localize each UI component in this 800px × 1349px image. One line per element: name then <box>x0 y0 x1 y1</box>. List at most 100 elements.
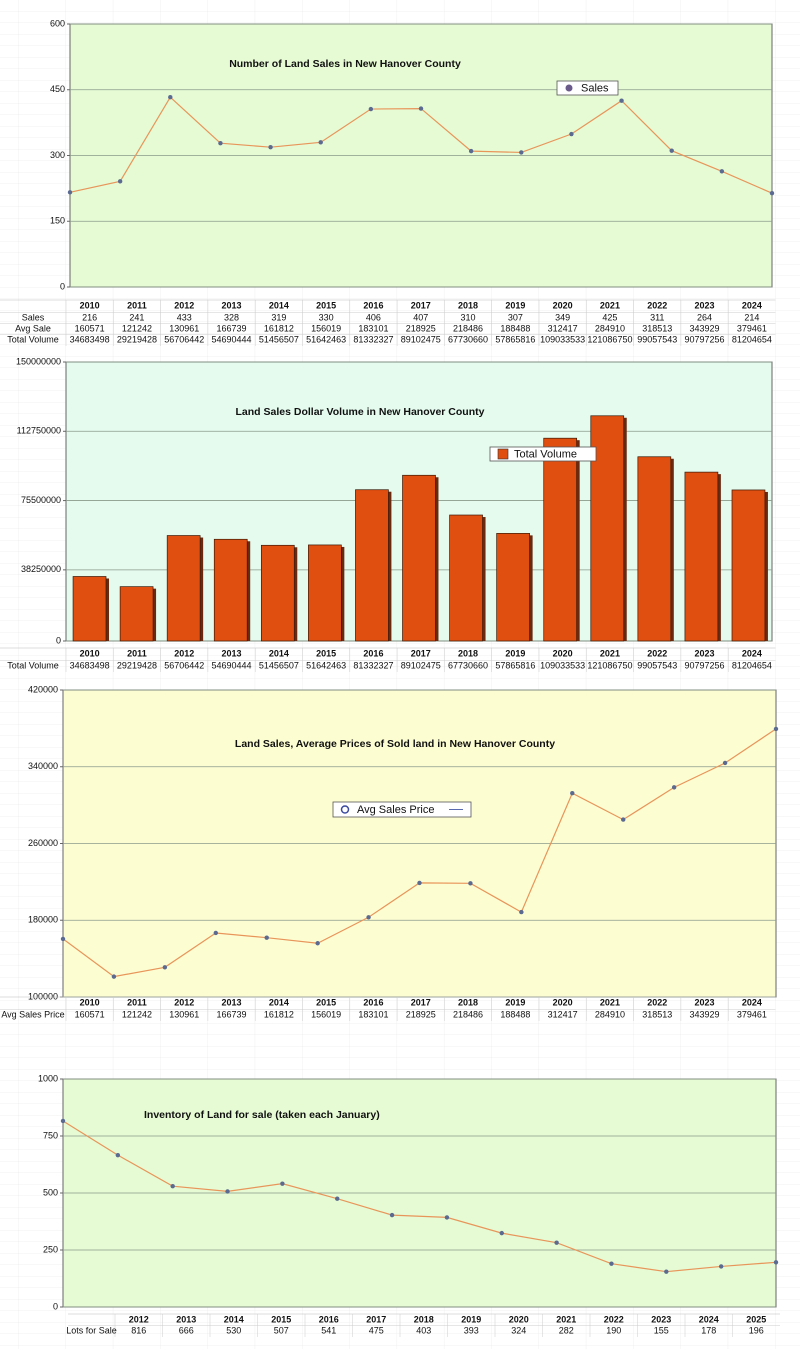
cell: 34683498 <box>70 334 110 344</box>
point <box>468 881 473 886</box>
cell: 51456507 <box>259 660 299 670</box>
legend-box <box>556 80 619 96</box>
cell: 29219428 <box>117 334 157 344</box>
y-tick-label: 420000 <box>28 684 58 694</box>
bar <box>213 538 248 642</box>
column-header: 2024 <box>742 648 762 658</box>
cell: 324 <box>511 1325 526 1335</box>
point <box>117 179 123 184</box>
column-header: 2021 <box>600 300 620 310</box>
column-header: 2010 <box>80 300 100 310</box>
point <box>280 1181 285 1186</box>
point <box>718 1264 724 1269</box>
cell: 51642463 <box>306 660 346 670</box>
cell: 57865816 <box>495 334 535 344</box>
cell: 89102475 <box>401 660 441 670</box>
cell: 330 <box>319 312 334 322</box>
column-header: 2011 <box>127 648 147 658</box>
point <box>368 106 374 112</box>
point <box>67 190 73 195</box>
point <box>268 144 273 150</box>
column-header: 2014 <box>269 997 289 1007</box>
column-header: 2018 <box>458 300 478 310</box>
bar <box>543 437 578 642</box>
chart-title: Land Sales, Average Prices of Sold land … <box>235 738 555 750</box>
point <box>773 1260 779 1265</box>
point <box>225 1189 230 1194</box>
point <box>569 131 574 137</box>
point <box>115 1152 121 1158</box>
column-header: 2023 <box>695 300 715 310</box>
legend-label: Total Volume <box>514 448 577 460</box>
row-label: Total Volume <box>7 334 59 344</box>
point <box>519 909 524 915</box>
cell: 121086750 <box>587 660 632 670</box>
row-label: Lots for Sale <box>66 1325 117 1335</box>
column-header: 2022 <box>604 1314 624 1324</box>
point <box>621 817 626 822</box>
cell: 307 <box>508 312 523 322</box>
cell: 319 <box>271 312 286 322</box>
row-label: Avg Sale <box>15 323 51 333</box>
bar <box>637 456 672 642</box>
column-header: 2012 <box>129 1314 149 1324</box>
cell: 241 <box>129 312 144 322</box>
point <box>722 760 728 766</box>
bar <box>496 533 530 642</box>
y-tick-label: 260000 <box>28 838 58 848</box>
cell: 67730660 <box>448 660 488 670</box>
point <box>213 930 218 936</box>
column-header: 2013 <box>222 648 242 658</box>
column-header: 2024 <box>742 300 762 310</box>
cell: 51456507 <box>259 334 299 344</box>
column-header: 2023 <box>651 1314 671 1324</box>
column-header: 2014 <box>269 648 289 658</box>
point <box>554 1240 559 1245</box>
column-header: 2012 <box>174 648 194 658</box>
cell: 196 <box>749 1325 764 1335</box>
cell: 109033533 <box>540 660 585 670</box>
cell: 183101 <box>358 323 388 333</box>
column-header: 2017 <box>411 300 431 310</box>
cell: 343929 <box>690 323 720 333</box>
line <box>62 1120 777 1273</box>
column-header: 2023 <box>695 648 715 658</box>
point <box>264 935 269 940</box>
point <box>499 1230 504 1236</box>
cell: 155 <box>654 1325 669 1335</box>
legend-label: Avg Sales Price <box>357 804 434 816</box>
cell: 328 <box>224 312 239 322</box>
column-header: 2012 <box>174 300 194 310</box>
column-header: 2018 <box>458 648 478 658</box>
cell: 190 <box>606 1325 621 1335</box>
legend-box <box>332 801 472 818</box>
column-header: 2020 <box>553 997 573 1007</box>
cell: 433 <box>177 312 192 322</box>
column-header: 2010 <box>80 648 100 658</box>
cell: 284910 <box>595 323 625 333</box>
cell: 156019 <box>311 1009 341 1019</box>
column-header: 2019 <box>461 1314 481 1324</box>
cell: 403 <box>416 1325 431 1335</box>
point <box>619 98 624 103</box>
point <box>60 936 66 942</box>
column-header: 2016 <box>363 648 383 658</box>
cell: 56706442 <box>164 334 204 344</box>
column-header: 2015 <box>316 300 336 310</box>
cell: 183101 <box>358 1009 388 1019</box>
cell: 218925 <box>406 1009 436 1019</box>
cell: 816 <box>131 1325 146 1335</box>
cell: 379461 <box>737 1009 767 1019</box>
column-header: 2024 <box>699 1314 719 1324</box>
y-tick-label: 250 <box>43 1244 58 1254</box>
point <box>570 791 575 796</box>
cell: 407 <box>413 312 428 322</box>
legend-box <box>489 446 597 462</box>
cell: 666 <box>179 1325 194 1335</box>
column-header: 2014 <box>224 1314 244 1324</box>
y-tick-label: 0 <box>56 635 61 645</box>
point <box>669 148 674 153</box>
column-header: 2016 <box>363 997 383 1007</box>
